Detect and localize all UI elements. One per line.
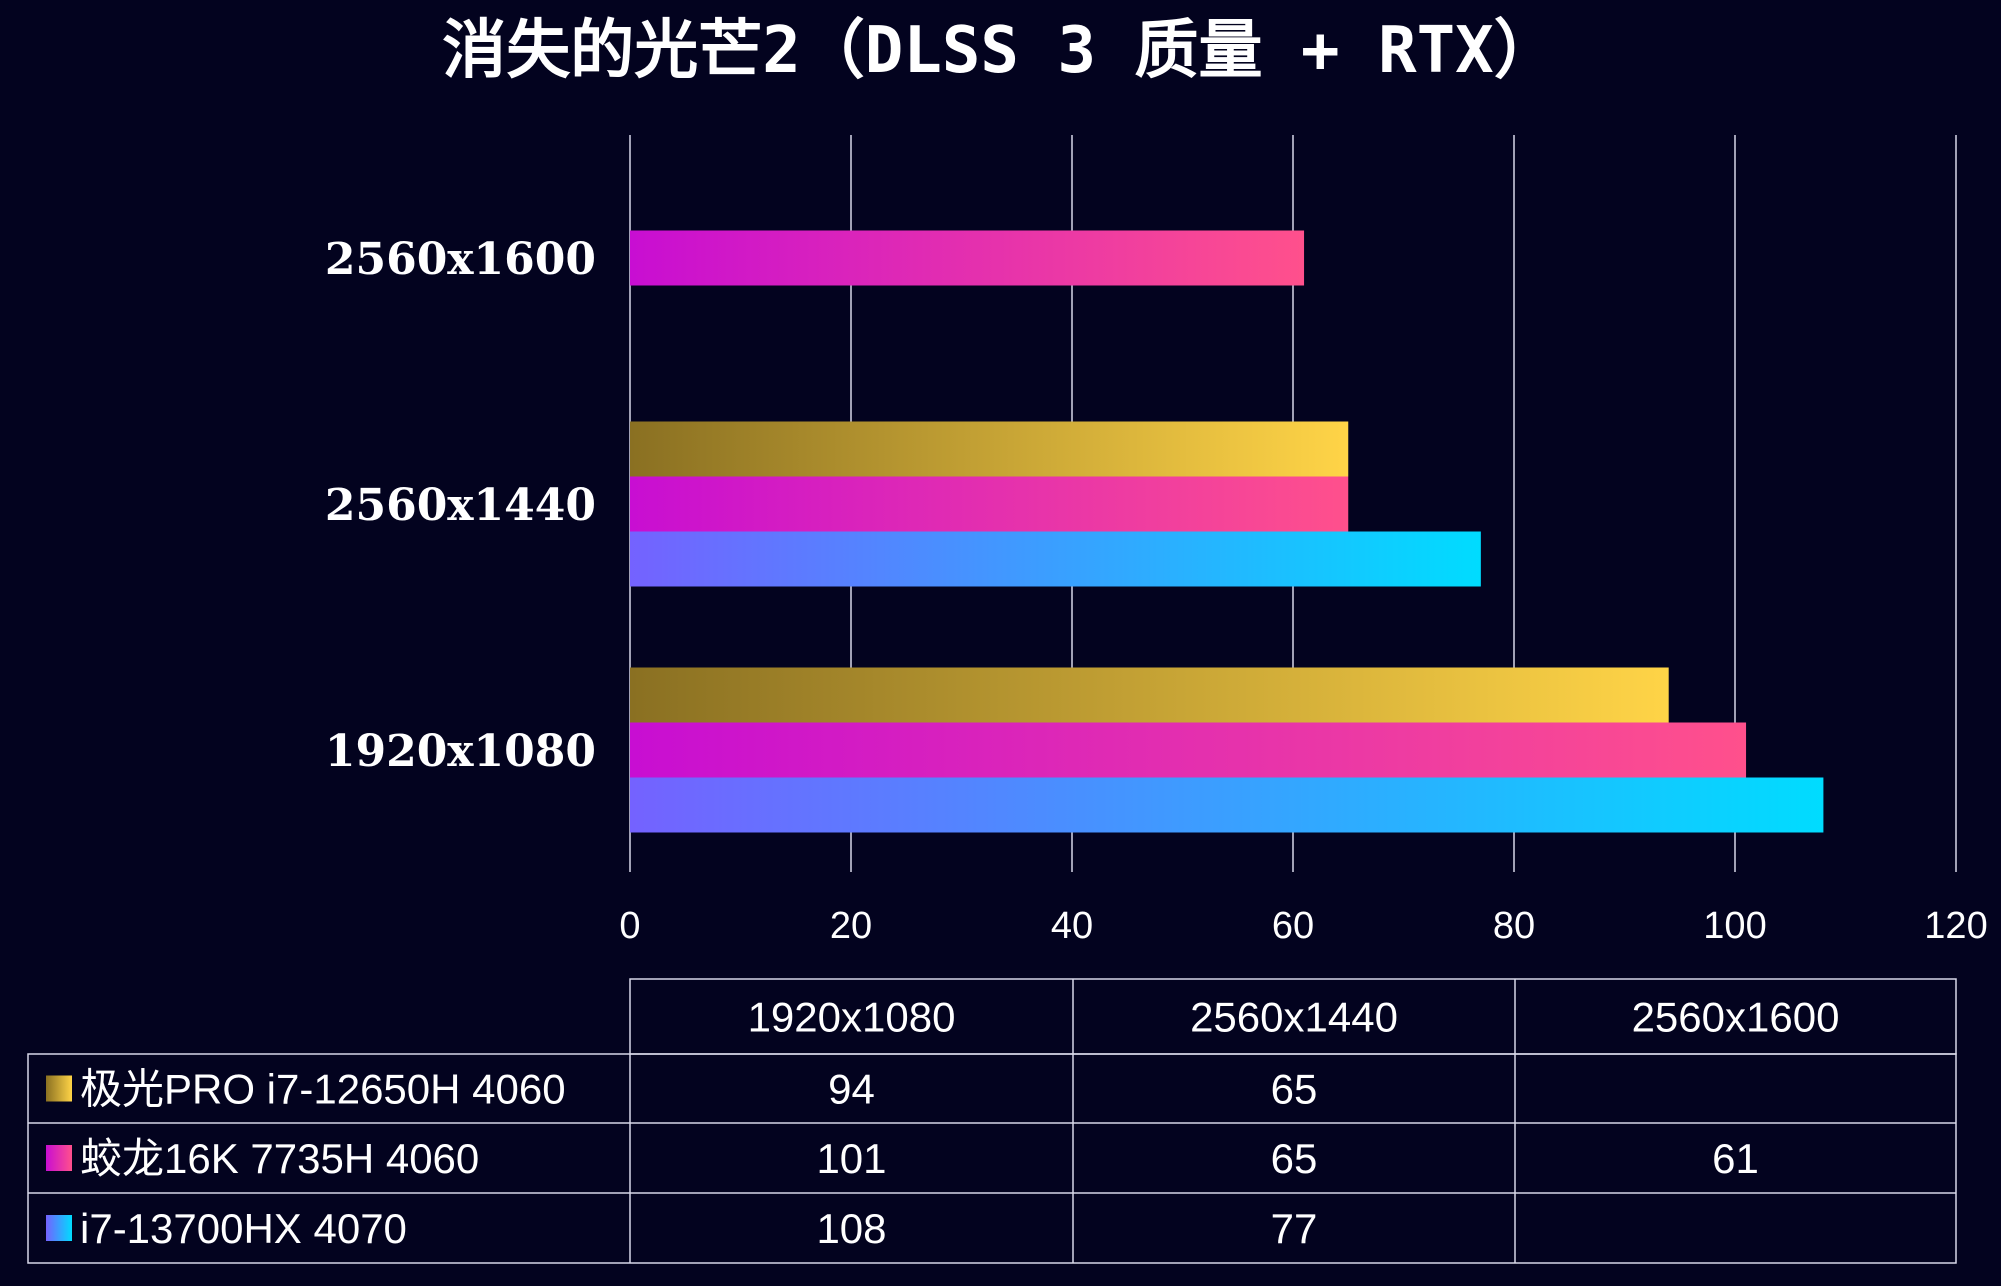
- table-value-cell: 61: [1712, 1135, 1759, 1182]
- table-header-cell: 2560x1600: [1632, 994, 1840, 1041]
- legend-series-name: 蛟龙16K 7735H 4060: [80, 1135, 479, 1182]
- bar: [630, 667, 1669, 723]
- legend-swatch: [46, 1145, 72, 1171]
- table-body-border: [27, 1053, 1957, 1264]
- table-header-cell: 2560x1440: [1190, 994, 1398, 1041]
- legend-swatch: [46, 1075, 72, 1102]
- bars: [630, 230, 1824, 833]
- x-tick-label: 100: [1703, 905, 1766, 947]
- legend-series-name: 极光PRO i7-12650H 4060: [80, 1066, 566, 1113]
- category-label: 1920x1080: [325, 726, 596, 777]
- table-value-cell: 77: [1271, 1205, 1318, 1252]
- data-table: 1920x1080 2560x1440 2560x1600 极光PRO i7-1265…: [27, 978, 1957, 1264]
- x-tick-label: 20: [830, 905, 872, 947]
- chart-title: 消失的光芒2（DLSS 3 质量 + RTX）: [442, 14, 1557, 88]
- bar: [630, 476, 1349, 532]
- bar: [630, 421, 1349, 477]
- category-label: 2560x1600: [325, 234, 596, 285]
- x-tick-label: 60: [1272, 905, 1314, 947]
- legend-series-name: i7-13700HX 4070: [80, 1205, 407, 1252]
- x-tick-label: 120: [1924, 905, 1987, 947]
- x-tick-label: 0: [619, 905, 640, 947]
- table-value-cell: 101: [816, 1135, 886, 1182]
- x-tick-label: 40: [1051, 905, 1093, 947]
- bar: [630, 777, 1824, 833]
- x-tick-label: 80: [1493, 905, 1535, 947]
- bar: [630, 531, 1481, 587]
- table-value-cell: 65: [1271, 1066, 1318, 1113]
- category-labels: 1920x1080 2560x1440 2560x1600: [325, 234, 596, 777]
- bar: [630, 230, 1305, 286]
- table-value-cell: 65: [1271, 1135, 1318, 1182]
- category-label: 2560x1440: [325, 480, 596, 531]
- x-axis-ticks: 0 20 40 60 80 100 120: [619, 905, 1987, 947]
- table-value-cell: 108: [816, 1205, 886, 1252]
- legend-swatch: [46, 1215, 72, 1241]
- table-value-cell: 94: [828, 1066, 875, 1113]
- table-header-cell: 1920x1080: [748, 994, 956, 1041]
- bar: [630, 722, 1747, 778]
